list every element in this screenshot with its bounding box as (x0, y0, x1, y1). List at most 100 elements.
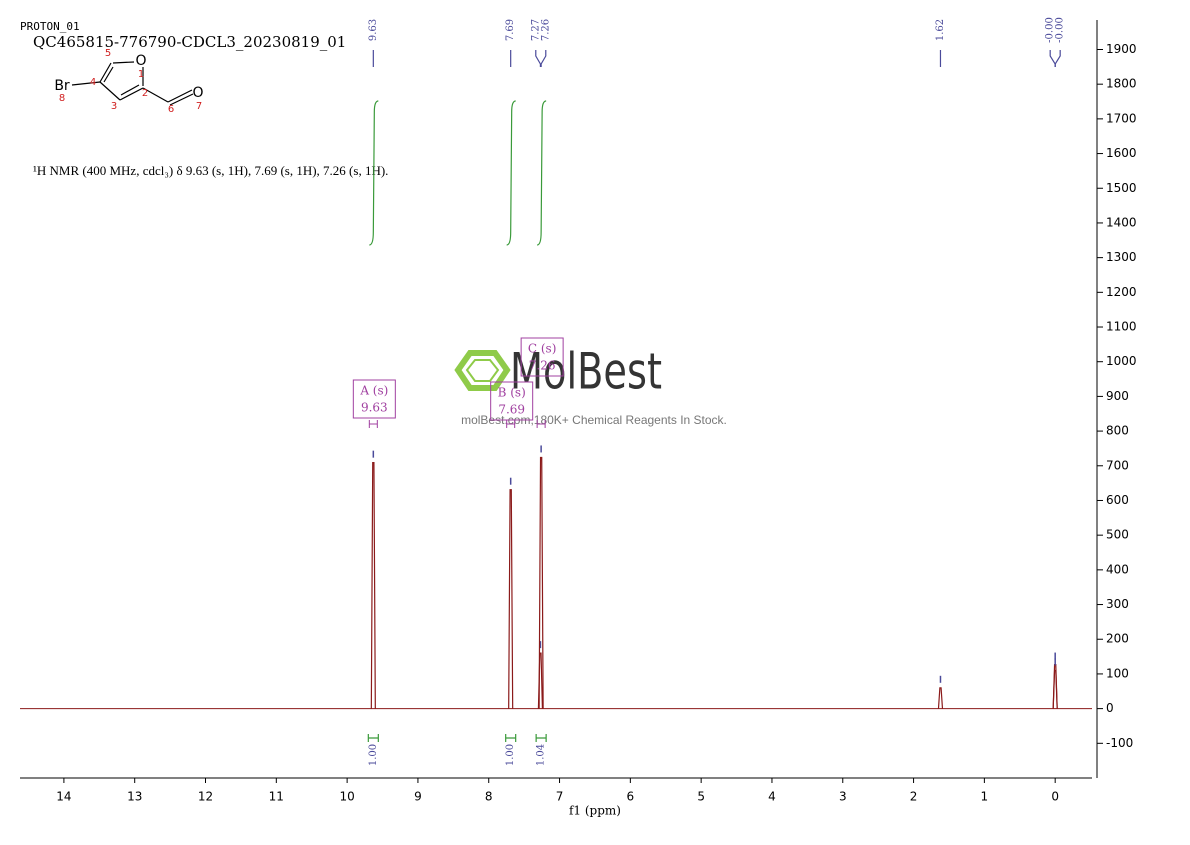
y-tick-label: 300 (1106, 597, 1129, 611)
multiplet-box (352, 379, 396, 419)
peak-label: -0.00 (1055, 17, 1066, 43)
y-tick-label: 1500 (1106, 181, 1137, 195)
y-tick-label: 1400 (1106, 215, 1137, 229)
y-tick-label: 200 (1106, 632, 1129, 646)
bond (112, 61, 135, 64)
y-tick-label: 1300 (1106, 250, 1137, 264)
watermark-brand: MolBest (510, 343, 662, 401)
y-tick-label: 400 (1106, 562, 1129, 576)
atom-label: O (135, 53, 146, 69)
bond (167, 89, 193, 103)
multiplet-shift: 9.63 (361, 401, 388, 415)
bond (142, 87, 169, 103)
peak (1052, 669, 1058, 709)
multiplet-shift: 7.26 (529, 359, 556, 373)
x-tick-label: 1 (981, 790, 989, 804)
multiplet-label: C (s) (528, 342, 557, 356)
y-tick-label: 1100 (1106, 320, 1137, 334)
y-tick-label: 100 (1106, 666, 1129, 680)
description: ¹H NMR (400 MHz, cdcl₃) δ 9.63 (s, 1H), … (33, 163, 388, 178)
integral-label: 1.04 (536, 744, 547, 766)
y-tick-label: 800 (1106, 424, 1129, 438)
integral-curve (506, 100, 516, 246)
y-tick-label: 900 (1106, 389, 1129, 403)
peak-label-line (540, 50, 547, 67)
atom-label: Br (54, 78, 70, 94)
integral-bracket (535, 734, 547, 742)
subtitle: QC465815-776790-CDCL3_20230819_01 (33, 33, 346, 51)
x-tick-label: 0 (1051, 790, 1059, 804)
atom-number: 7 (196, 101, 202, 112)
x-tick-label: 8 (485, 790, 493, 804)
atom-number: 3 (111, 101, 117, 112)
peak-label: 9.63 (368, 19, 379, 41)
watermark-logo (465, 359, 500, 382)
x-tick-label: 12 (198, 790, 213, 804)
y-tick-label: 0 (1106, 701, 1114, 715)
watermark-logo (454, 350, 511, 391)
bond (169, 93, 194, 106)
peak (370, 462, 376, 709)
atom-number: 6 (168, 104, 174, 115)
bond (120, 84, 140, 96)
y-tick-label: 1000 (1106, 354, 1137, 368)
peak-label: 7.27 (530, 19, 541, 41)
y-tick-label: 600 (1106, 493, 1129, 507)
multiplet-shift: 7.69 (498, 403, 525, 417)
x-tick-label: 13 (127, 790, 142, 804)
x-tick-label: 9 (414, 790, 422, 804)
x-tick-label: 4 (768, 790, 776, 804)
bond (99, 62, 112, 83)
peak (508, 489, 514, 709)
peak-label: 1.62 (935, 19, 946, 41)
y-tick-label: 1900 (1106, 42, 1137, 56)
x-tick-label: 3 (839, 790, 847, 804)
x-tick-label: 11 (269, 790, 284, 804)
peak (937, 687, 944, 709)
x-tick-label: 5 (697, 790, 705, 804)
atom-number: 5 (105, 48, 111, 59)
molecule (71, 61, 194, 106)
integral-bracket (367, 734, 379, 742)
atom-number: 8 (59, 93, 65, 104)
atom-number: 4 (90, 77, 96, 88)
multiplet-range (506, 420, 516, 428)
y-tick-label: 500 (1106, 528, 1129, 542)
integral-label: 1.00 (505, 744, 516, 766)
bond (99, 81, 121, 101)
atom-number: 2 (142, 88, 148, 99)
multiplet-label: A (s) (359, 384, 388, 398)
multiplet-range (536, 420, 546, 428)
integral-curve (369, 100, 379, 246)
y-tick-label: 1600 (1106, 146, 1137, 160)
bond (103, 66, 114, 83)
x-tick-label: 6 (627, 790, 635, 804)
atom-label: O (192, 85, 203, 101)
multiplet-box (520, 337, 564, 377)
multiplet-box (490, 381, 534, 421)
integral-bracket (505, 734, 517, 742)
x-tick-label: 7 (556, 790, 564, 804)
y-tick-label: 1700 (1106, 111, 1137, 125)
multiplet-label: B (s) (498, 386, 526, 400)
multiplet-range (368, 420, 378, 428)
peak (538, 456, 544, 709)
x-tick-label: 10 (339, 790, 354, 804)
peak-label-line (1049, 50, 1056, 67)
watermark: MolBest (454, 343, 662, 401)
peak-label: -0.00 (1045, 17, 1056, 43)
y-tick-label: 700 (1106, 458, 1129, 472)
watermark-tagline: molBest.com,180K+ Chemical Reagents In S… (461, 413, 727, 427)
peak-label: 7.26 (540, 19, 551, 41)
y-tick-label: 1800 (1106, 77, 1137, 91)
y-tick-label: 1200 (1106, 285, 1137, 299)
peak-label-line (1054, 50, 1061, 67)
x-tick-label: 2 (910, 790, 918, 804)
x-tick-label: 14 (56, 790, 71, 804)
atom-number: 1 (138, 69, 144, 80)
y-tick-label: -100 (1106, 736, 1133, 750)
bond (119, 87, 144, 101)
peak-label: 7.69 (505, 19, 516, 41)
integral-curve (537, 100, 547, 246)
